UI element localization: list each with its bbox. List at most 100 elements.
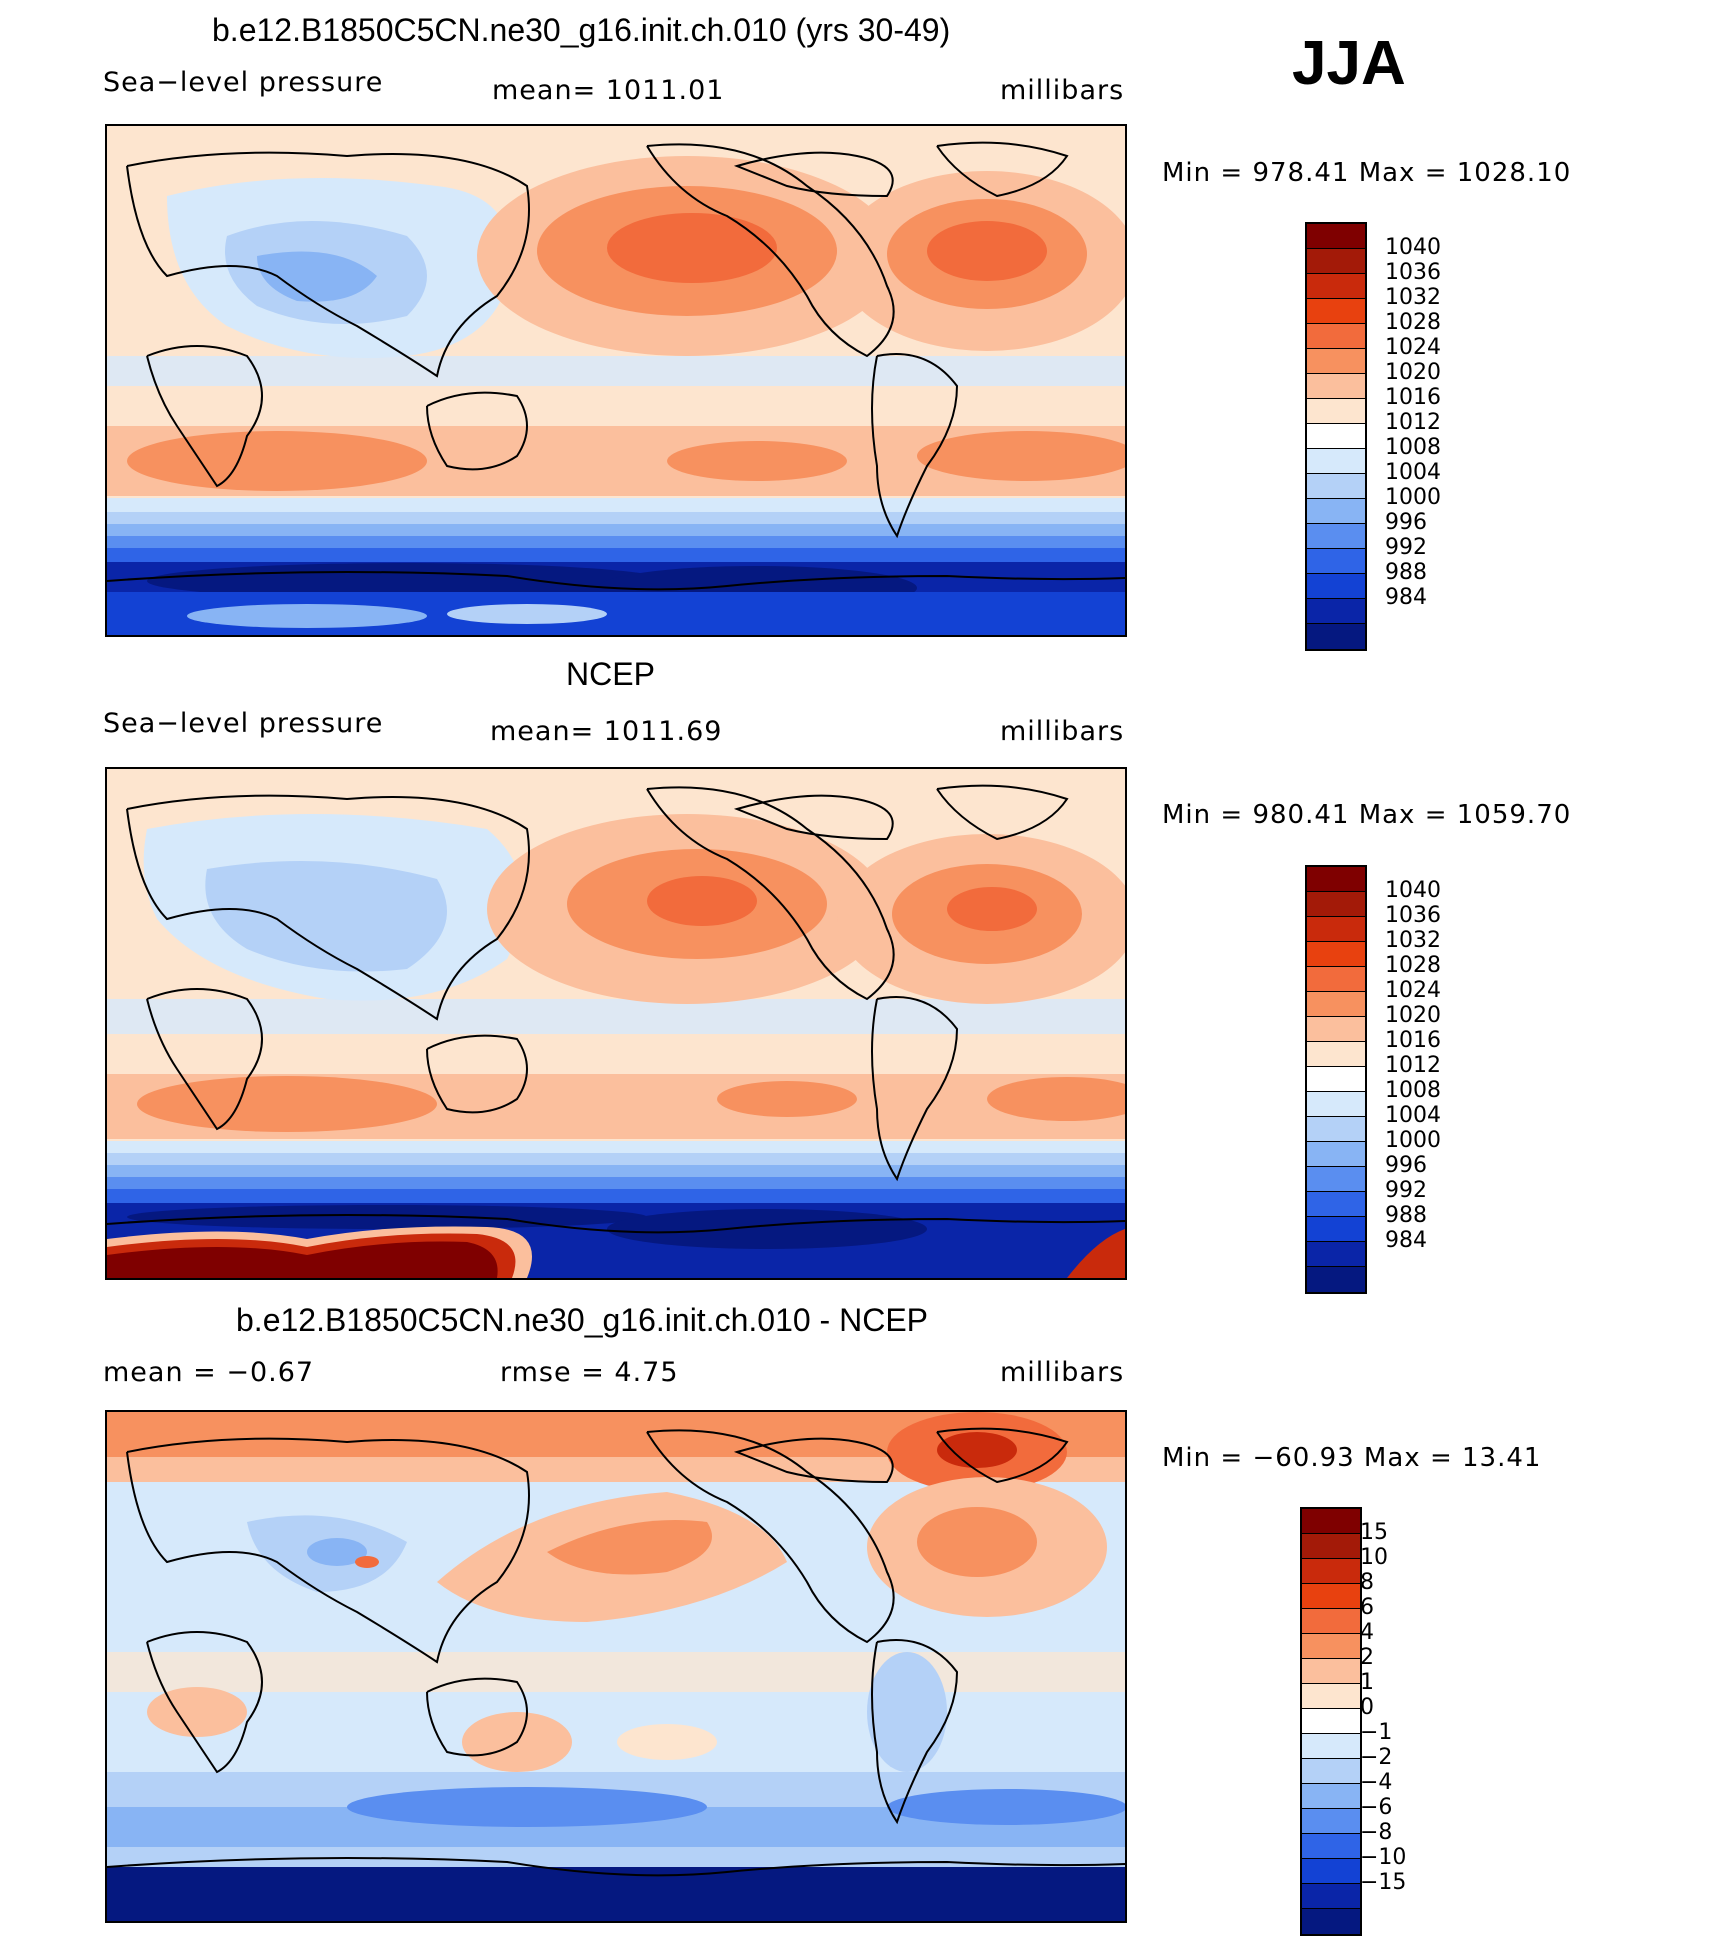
colorbar-tick-label: 1040 — [1385, 235, 1441, 260]
panel-2-minmax: Min = 980.41 Max = 1059.70 — [1162, 800, 1572, 830]
colorbar-tick-label: 1000 — [1385, 485, 1441, 510]
colorbar-tick-label: 1020 — [1385, 1003, 1441, 1028]
colorbar-box — [1302, 1834, 1360, 1859]
panel-2-map — [105, 767, 1127, 1280]
colorbar-box — [1307, 1017, 1365, 1042]
colorbar-tick-label: 984 — [1385, 585, 1427, 610]
colorbar-box — [1307, 324, 1365, 349]
colorbar-tick-label: 8 — [1360, 1570, 1374, 1595]
panel-3-title: b.e12.B1850C5CN.ne30_g16.init.ch.010 - N… — [236, 1302, 928, 1338]
colorbar-tick-label: 1004 — [1385, 1103, 1441, 1128]
colorbar-box — [1302, 1659, 1360, 1684]
colorbar-tick-label: −10 — [1360, 1845, 1407, 1870]
colorbar-box — [1307, 917, 1365, 942]
colorbar-tick-label: 1 — [1360, 1670, 1374, 1695]
colorbar-tick-label: 6 — [1360, 1595, 1374, 1620]
colorbar-box — [1302, 1859, 1360, 1884]
colorbar-tick-label: 996 — [1385, 1153, 1427, 1178]
colorbar-tick-label: 15 — [1360, 1520, 1388, 1545]
colorbar-tick-label: 1024 — [1385, 978, 1441, 1003]
colorbar-tick-label: 1008 — [1385, 1078, 1441, 1103]
colorbar-tick-label: 1028 — [1385, 953, 1441, 978]
colorbar-box — [1307, 574, 1365, 599]
panel-1-units-label: millibars — [1000, 75, 1125, 106]
colorbar-box — [1302, 1609, 1360, 1634]
colorbar-tick-label: 1036 — [1385, 260, 1441, 285]
panel-1-variable-label: Sea−level pressure — [103, 67, 384, 98]
colorbar-tick-label: 1016 — [1385, 385, 1441, 410]
colorbar-tick-label: −4 — [1360, 1770, 1393, 1795]
colorbar-box — [1302, 1509, 1360, 1534]
panel-1-title: b.e12.B1850C5CN.ne30_g16.init.ch.010 (yr… — [212, 12, 951, 48]
colorbar-tick-label: 10 — [1360, 1545, 1388, 1570]
panel-3-colorbar-labels: 15 10 8 6 4 2 1 0 −1 −2 −4 −6 −8 −10 −15 — [1360, 1520, 1406, 1895]
colorbar-box — [1302, 1709, 1360, 1734]
colorbar-box — [1302, 1909, 1360, 1934]
colorbar-box — [1307, 499, 1365, 524]
panel-3-mean-label: mean = −0.67 — [103, 1357, 315, 1388]
colorbar-box — [1307, 1267, 1365, 1292]
colorbar-tick-label: 992 — [1385, 1178, 1427, 1203]
colorbar-box — [1307, 599, 1365, 624]
colorbar-box — [1307, 967, 1365, 992]
colorbar-tick-label: 992 — [1385, 535, 1427, 560]
panel-1-colorbar-labels: 1040 1036 1032 1028 1024 1020 1016 1012 1008 1004… — [1385, 235, 1441, 610]
colorbar-tick-label: 1032 — [1385, 928, 1441, 953]
colorbar-box — [1307, 274, 1365, 299]
colorbar-tick-label: 1036 — [1385, 903, 1441, 928]
colorbar-box — [1307, 549, 1365, 574]
colorbar-box — [1302, 1584, 1360, 1609]
colorbar-box — [1302, 1684, 1360, 1709]
colorbar-tick-label: −2 — [1360, 1745, 1393, 1770]
panel-3-colorbar — [1300, 1507, 1362, 1936]
colorbar-tick-label: 1028 — [1385, 310, 1441, 335]
panel-2-units-label: millibars — [1000, 716, 1125, 747]
colorbar-tick-label: 1020 — [1385, 360, 1441, 385]
colorbar-box — [1302, 1559, 1360, 1584]
colorbar-tick-label: 1012 — [1385, 1053, 1441, 1078]
colorbar-box — [1302, 1784, 1360, 1809]
colorbar-box — [1307, 399, 1365, 424]
colorbar-box — [1307, 942, 1365, 967]
colorbar-box — [1307, 299, 1365, 324]
colorbar-box — [1307, 449, 1365, 474]
colorbar-box — [1307, 1042, 1365, 1067]
colorbar-box — [1302, 1759, 1360, 1784]
colorbar-tick-label: 988 — [1385, 1203, 1427, 1228]
colorbar-tick-label: 1008 — [1385, 435, 1441, 460]
colorbar-box — [1307, 867, 1365, 892]
panel-3-units-label: millibars — [1000, 1357, 1125, 1388]
colorbar-box — [1302, 1634, 1360, 1659]
colorbar-tick-label: −15 — [1360, 1870, 1407, 1895]
panel-1-minmax: Min = 978.41 Max = 1028.10 — [1162, 158, 1572, 188]
colorbar-box — [1307, 224, 1365, 249]
panel-3-minmax: Min = −60.93 Max = 13.41 — [1162, 1443, 1542, 1473]
colorbar-tick-label: −8 — [1360, 1820, 1393, 1845]
panel-1-mean-label: mean= 1011.01 — [492, 75, 725, 106]
colorbar-box — [1307, 624, 1365, 649]
colorbar-tick-label: 996 — [1385, 510, 1427, 535]
colorbar-box — [1302, 1809, 1360, 1834]
colorbar-tick-label: 1032 — [1385, 285, 1441, 310]
colorbar-tick-label: 1016 — [1385, 1028, 1441, 1053]
colorbar-box — [1307, 1167, 1365, 1192]
panel-3-map — [105, 1410, 1127, 1923]
colorbar-tick-label: 4 — [1360, 1620, 1374, 1645]
colorbar-tick-label: 1004 — [1385, 460, 1441, 485]
colorbar-box — [1307, 349, 1365, 374]
colorbar-box — [1307, 1142, 1365, 1167]
panel-2-colorbar — [1305, 865, 1367, 1294]
panel-1-colorbar — [1305, 222, 1367, 651]
colorbar-tick-label: 988 — [1385, 560, 1427, 585]
colorbar-box — [1307, 992, 1365, 1017]
colorbar-tick-label: 1000 — [1385, 1128, 1441, 1153]
colorbar-box — [1307, 524, 1365, 549]
colorbar-tick-label: 1012 — [1385, 410, 1441, 435]
colorbar-tick-label: 1024 — [1385, 335, 1441, 360]
colorbar-box — [1302, 1734, 1360, 1759]
panel-1-map — [105, 124, 1127, 637]
colorbar-box — [1307, 474, 1365, 499]
colorbar-box — [1307, 1192, 1365, 1217]
colorbar-box — [1307, 424, 1365, 449]
colorbar-box — [1302, 1534, 1360, 1559]
